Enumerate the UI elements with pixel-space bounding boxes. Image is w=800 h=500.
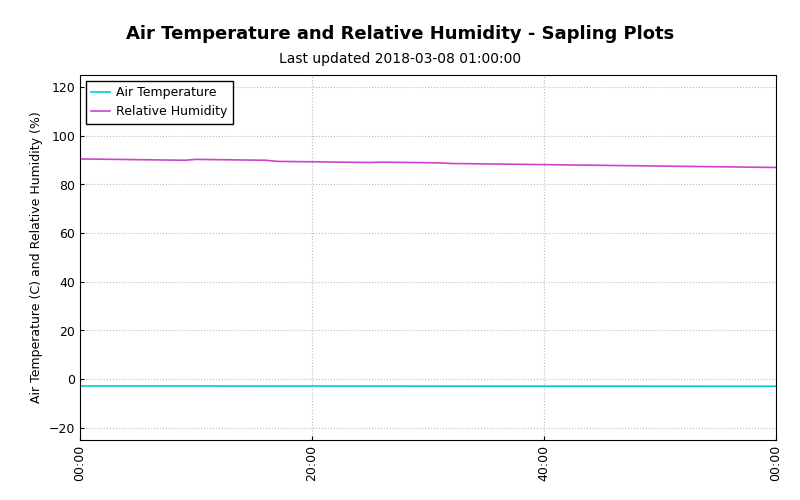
Text: Last updated 2018-03-08 01:00:00: Last updated 2018-03-08 01:00:00 — [279, 52, 521, 66]
Air Temperature — [238, 383, 247, 389]
Relative Humidity — [493, 161, 502, 167]
Relative Humidity — [678, 164, 688, 170]
Air Temperature — [678, 383, 688, 389]
Relative Humidity — [771, 164, 781, 170]
Relative Humidity — [446, 160, 456, 166]
Air Temperature — [318, 383, 329, 389]
Line: Relative Humidity: Relative Humidity — [80, 159, 776, 168]
Text: Air Temperature and Relative Humidity - Sapling Plots: Air Temperature and Relative Humidity - … — [126, 25, 674, 43]
Relative Humidity — [214, 156, 224, 162]
Air Temperature — [493, 383, 502, 389]
Y-axis label: Air Temperature (C) and Relative Humidity (%): Air Temperature (C) and Relative Humidit… — [30, 112, 43, 404]
Relative Humidity — [318, 159, 329, 165]
Air Temperature — [75, 383, 85, 389]
Air Temperature — [771, 383, 781, 389]
Air Temperature — [214, 383, 224, 389]
Relative Humidity — [238, 157, 247, 163]
Legend: Air Temperature, Relative Humidity: Air Temperature, Relative Humidity — [86, 81, 233, 124]
Relative Humidity — [75, 156, 85, 162]
Air Temperature — [446, 383, 456, 389]
